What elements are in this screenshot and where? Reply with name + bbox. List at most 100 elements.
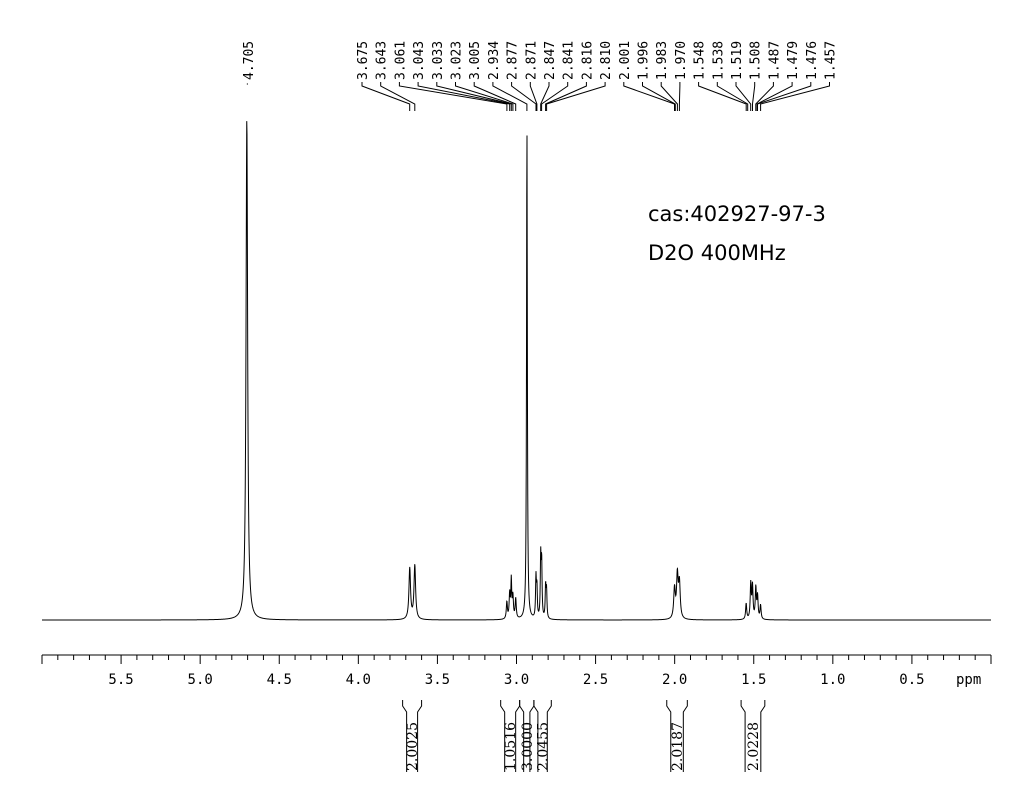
integral-bracket-left [533,700,539,772]
x-axis-tick-label: 3.0 [504,672,529,688]
peak-label-text: 1.519 [730,41,745,80]
peak-label: 3.061 [393,41,508,111]
peak-label: 1.538 [711,41,749,111]
peak-label: 1.487 [755,41,782,111]
peak-label-leader [546,82,606,111]
peak-label-leader [492,82,528,111]
peak-label: 1.457 [760,41,839,111]
peak-label: 2.841 [541,41,577,111]
peak-label-leader [757,82,812,111]
x-axis-tick-label: 5.5 [108,672,133,688]
peak-label: 4.705 [242,41,257,85]
peak-label-text: 1.983 [655,41,670,80]
peak-label-text: 3.005 [468,41,483,80]
integral-bracket-left [740,700,746,772]
peak-label: 1.476 [757,41,820,111]
peak-label-text: 3.675 [356,41,371,80]
peak-label-leader [361,82,411,111]
peak-label: 2.816 [545,41,595,111]
x-axis-tick-label: 3.5 [425,672,450,688]
peak-label-leader [642,82,676,111]
peak-label-text: 1.476 [805,41,820,80]
peak-label-text: 2.877 [506,41,521,80]
peak-label: 3.033 [431,41,512,111]
peak-label-leader [417,82,511,111]
peak-label-leader [541,82,569,111]
integral-bracket-right [417,700,423,772]
peak-label-text: 2.847 [543,41,558,80]
peak-label: 2.871 [524,41,539,111]
peak-label-text: 1.508 [749,41,764,80]
integral-bracket-left [519,700,525,772]
peak-label-text: 3.643 [375,41,390,80]
peak-label-leader [380,82,416,111]
peak-label: 3.023 [450,41,514,111]
peak-label: 2.877 [506,41,537,111]
peak-label-leader [455,82,514,111]
peak-label-text: 2.841 [562,41,577,80]
peak-label-text: 1.487 [767,41,782,80]
integral-value: 2.0187 [670,722,686,771]
peak-label-leader [545,82,587,111]
x-axis-tick-label: 4.5 [267,672,292,688]
peak-label: 1.508 [749,41,764,111]
integral-region: 2.0455 [533,700,552,772]
x-axis-tick-label: 4.0 [346,672,371,688]
peak-label: 1.970 [674,41,689,111]
peak-label-leader [398,82,508,111]
integral-bracket-left [500,700,506,772]
peak-label-leader [755,82,774,111]
integral-region: 2.0228 [740,700,766,772]
x-axis-tick-label: 1.5 [741,672,766,688]
integral-value: 3.0000 [520,722,536,771]
peak-label-text: 3.043 [412,41,427,80]
integral-value: 2.0455 [536,722,552,771]
peak-label-text: 1.457 [824,41,839,80]
peak-label-text: 4.705 [242,41,257,80]
peak-label-text: 3.033 [431,41,446,80]
peak-label-leader [511,82,537,111]
peak-label: 1.519 [730,41,752,111]
peak-label-leader [529,82,538,111]
integral-bracket-left [402,700,408,772]
integral-bracket-right [682,700,688,772]
peak-label-text: 1.548 [693,41,708,80]
integral-region: 2.0187 [666,700,688,772]
peak-label-text: 2.001 [618,41,633,80]
annotation-solvent-frequency: D2O 400MHz [648,241,786,265]
peak-label-leader [756,82,793,111]
peak-label-text: 3.061 [393,41,408,80]
integral-value: 2.0228 [746,722,762,771]
spectrum-layer [42,121,991,621]
peak-label-leader [698,82,747,111]
peak-label-text: 1.970 [674,41,689,80]
integral-layer: 2.0025 1.0516 3.0000 2.0455 2.0187 2.0228 [402,700,766,772]
annotation-cas-number: cas:402927-97-3 [648,202,826,226]
peak-label-text: 2.934 [487,41,502,80]
peak-label: 3.005 [468,41,517,111]
x-axis-tick-label: 2.0 [662,672,687,688]
integral-region: 3.0000 [519,700,536,772]
x-axis-tick-label: 5.0 [188,672,213,688]
peak-label-text: 1.538 [711,41,726,80]
peak-label-leader [760,82,830,111]
x-axis-tick-label: 2.5 [583,672,608,688]
spectrum-trace [42,121,991,621]
peak-label-leader [436,82,512,111]
peak-label-leader [473,82,517,111]
peak-label: 1.983 [655,41,678,111]
x-axis: 5.5 5.0 4.5 4.0 3.5 3.0 2.5 2.0 1.5 1.0 0.5 [41,654,992,688]
peak-label-leader [716,82,749,111]
peak-label-text: 1.479 [786,41,801,80]
peak-label-leader [623,82,675,111]
x-axis-tick-label: 1.0 [820,672,845,688]
peak-label-text: 3.023 [450,41,465,80]
peak-label: 3.043 [412,41,511,111]
integral-value: 2.0025 [405,722,421,771]
peak-label: 2.810 [546,41,614,111]
integral-bracket-right [546,700,552,772]
integral-bracket-left [666,700,672,772]
x-axis-unit-label: ppm [956,672,981,688]
peak-label-leader [660,82,678,111]
integral-region: 1.0516 [500,700,521,772]
